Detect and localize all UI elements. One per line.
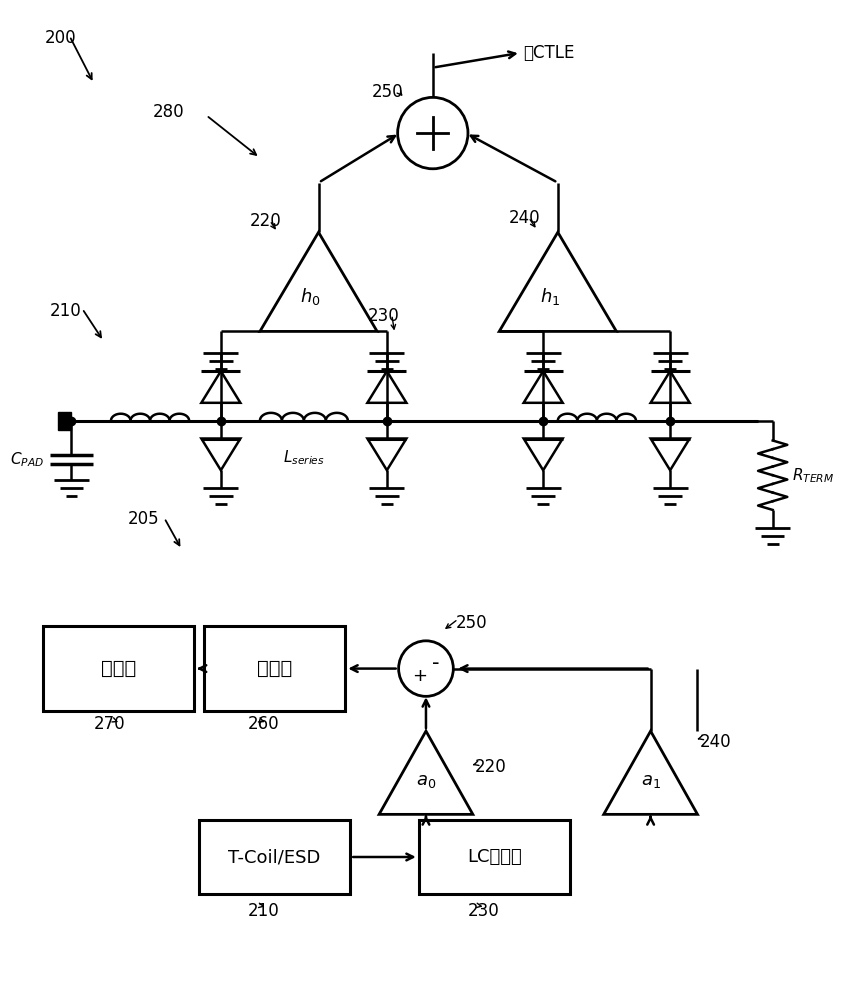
Text: $h_0$: $h_0$: [300, 286, 321, 307]
Bar: [419, 820, 570, 894]
Text: 240: 240: [699, 733, 731, 751]
Text: 210: 210: [248, 902, 280, 920]
Text: 到CTLE: 到CTLE: [523, 44, 575, 62]
Text: LC延迟线: LC延迟线: [467, 848, 522, 866]
Text: T-Coil/ESD: T-Coil/ESD: [228, 848, 321, 866]
Text: 240: 240: [509, 209, 540, 227]
Bar: [199, 820, 351, 894]
Bar: [58, 412, 72, 430]
Text: 220: 220: [251, 212, 282, 230]
Text: $R_{TERM}$: $R_{TERM}$: [793, 466, 834, 485]
Text: $h_1$: $h_1$: [540, 286, 560, 307]
Text: $a_1$: $a_1$: [640, 772, 661, 790]
Text: 250: 250: [455, 614, 486, 632]
Text: -: -: [432, 653, 439, 673]
Text: 280: 280: [152, 103, 184, 121]
Text: $a_0$: $a_0$: [416, 772, 436, 790]
Text: 250: 250: [372, 83, 404, 101]
Text: 270: 270: [94, 715, 126, 733]
Text: 230: 230: [368, 307, 399, 325]
Text: 比较器: 比较器: [101, 659, 136, 678]
Text: 200: 200: [45, 29, 77, 47]
Text: 260: 260: [248, 715, 280, 733]
Bar: [203, 626, 345, 711]
Text: 缓冲器: 缓冲器: [257, 659, 292, 678]
Bar: [43, 626, 194, 711]
Text: $C_{PAD}$: $C_{PAD}$: [10, 450, 44, 469]
Text: 205: 205: [128, 510, 160, 528]
Text: 220: 220: [475, 758, 506, 776]
Text: +: +: [413, 667, 428, 685]
Text: $L_{series}$: $L_{series}$: [283, 448, 325, 467]
Text: 230: 230: [468, 902, 499, 920]
Text: 210: 210: [50, 302, 82, 320]
